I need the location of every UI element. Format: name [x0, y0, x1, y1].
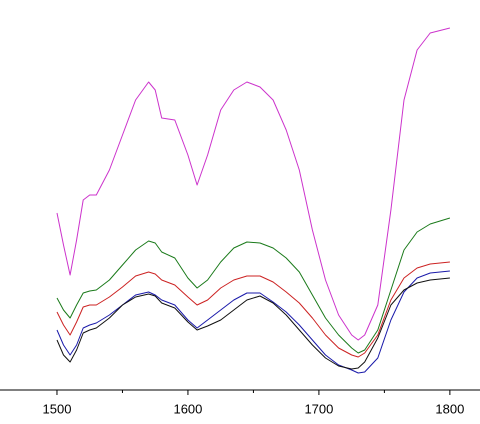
series-line [56, 27, 451, 341]
x-tick-label: 1600 [173, 401, 202, 416]
series-line [56, 277, 450, 370]
series-line [56, 261, 450, 358]
series-line [56, 217, 451, 354]
x-tick-label: 1800 [435, 401, 464, 416]
x-tick-label: 1700 [304, 401, 333, 416]
x-tick-label: 1500 [43, 401, 72, 416]
series-line [56, 270, 450, 374]
